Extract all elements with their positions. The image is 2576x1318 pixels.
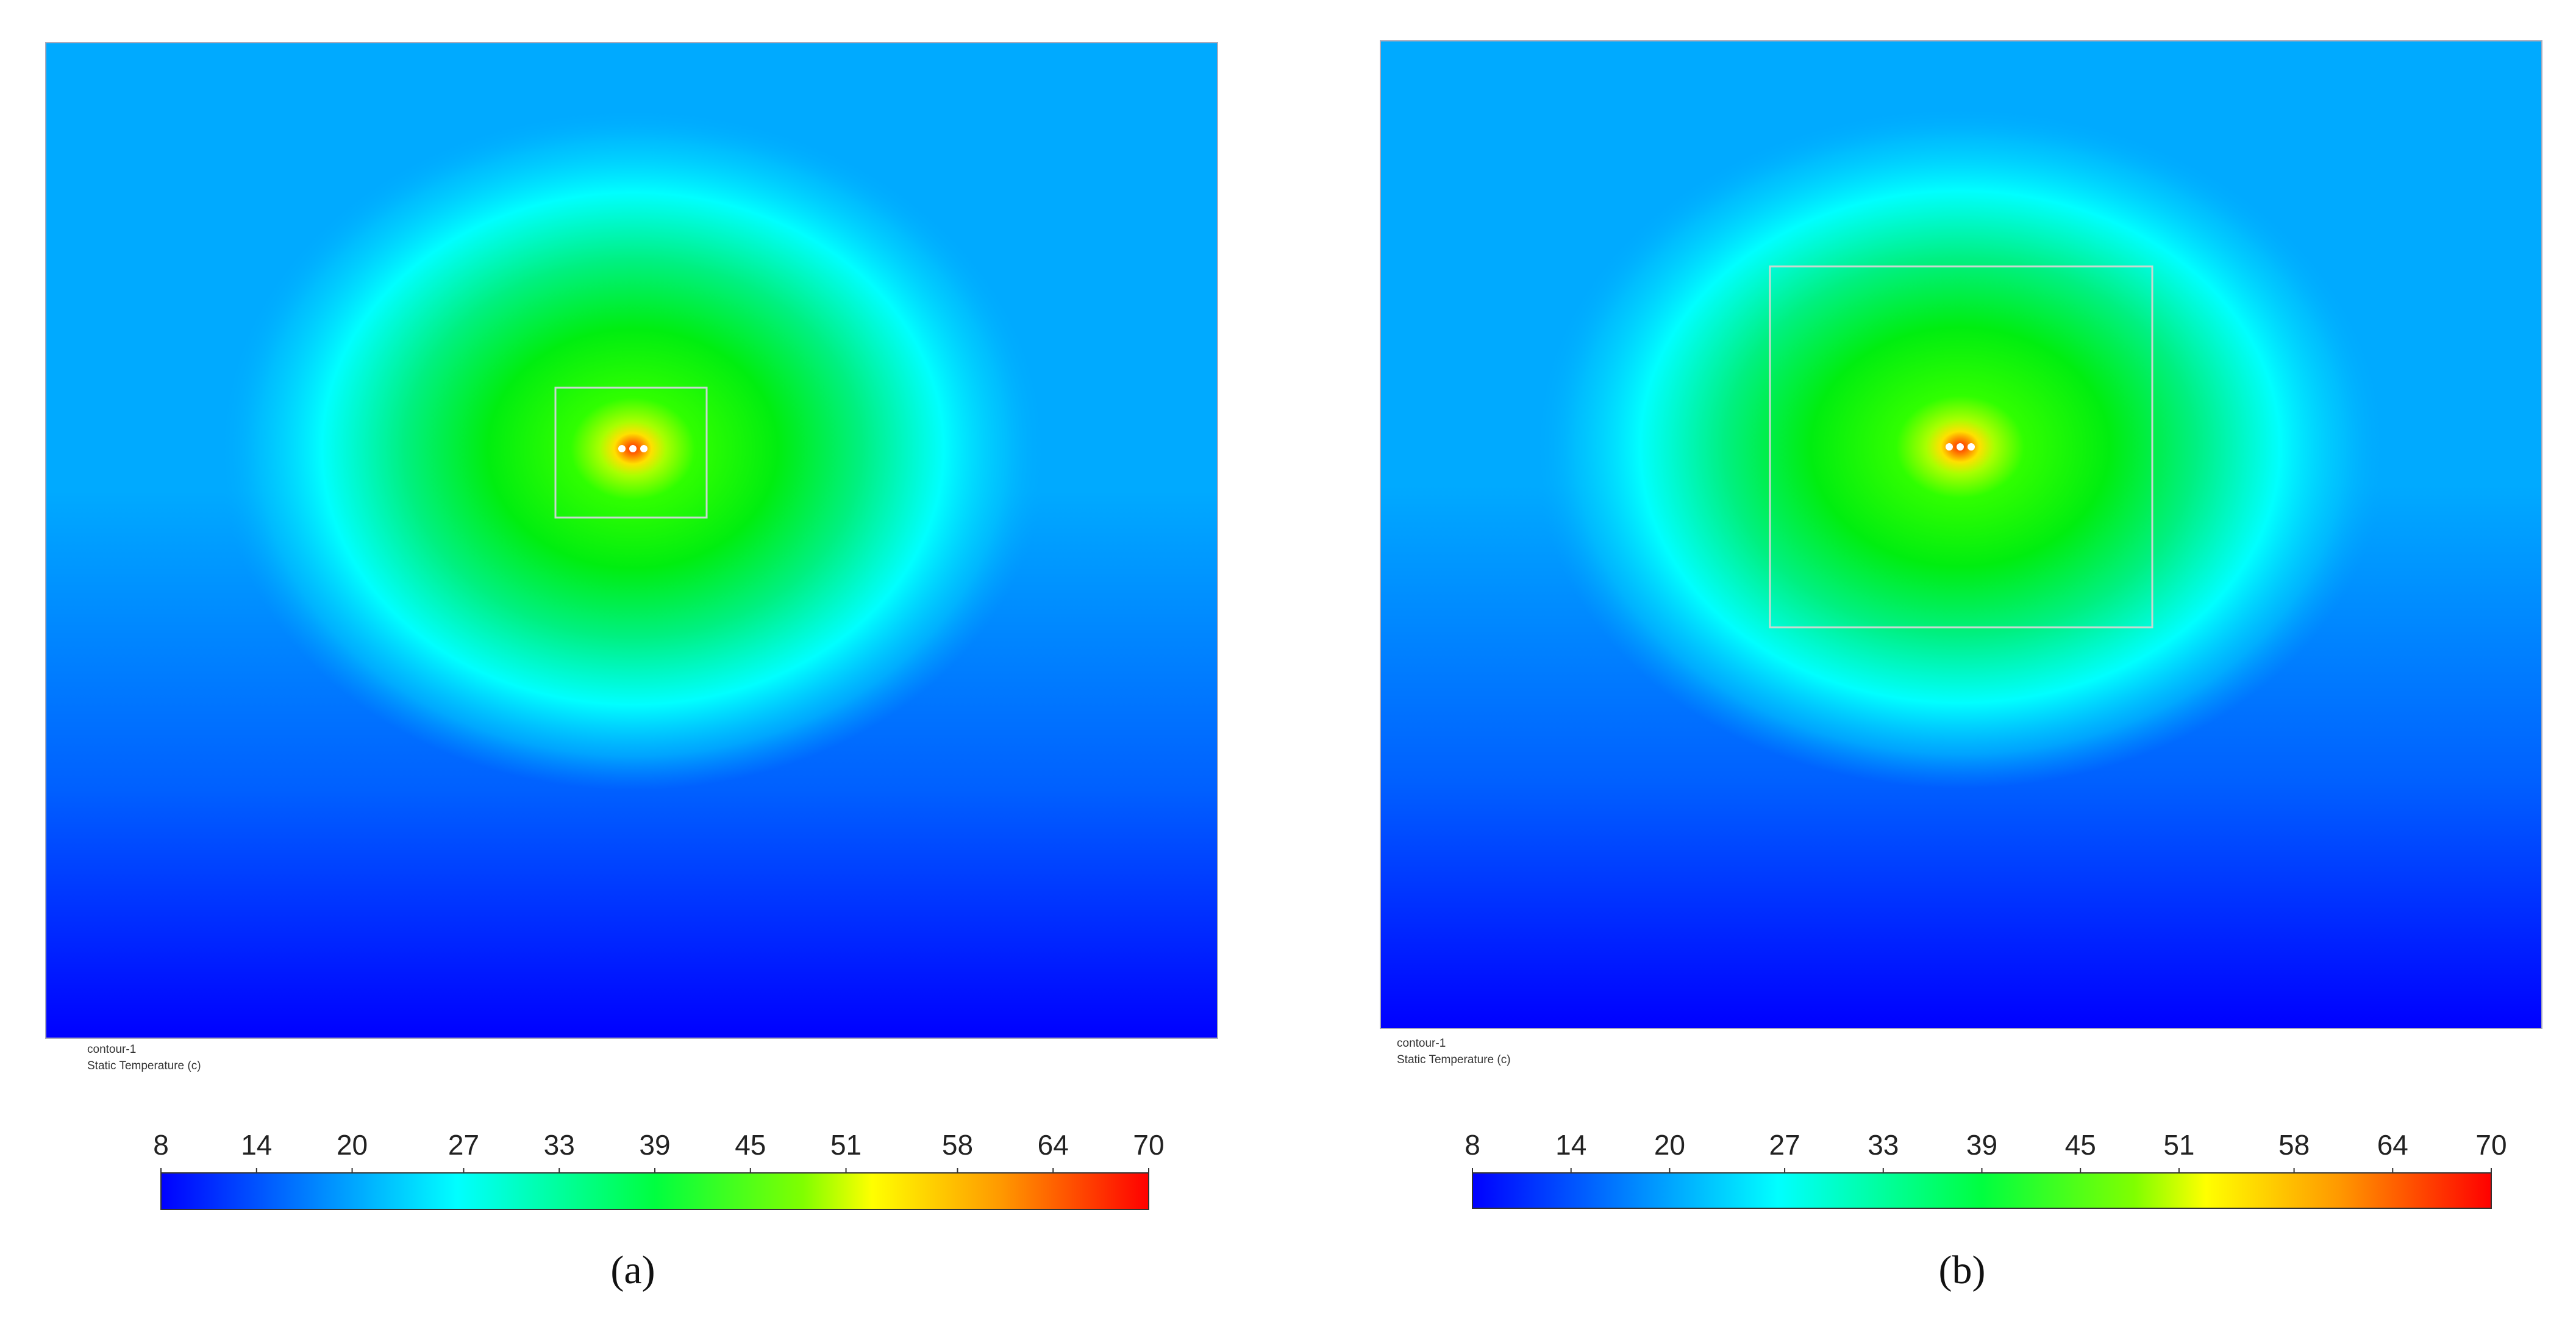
variable-name: Static Temperature (c) [87, 1060, 201, 1072]
colorbar-tick-label: 27 [1769, 1129, 1800, 1161]
colorbar-tick-label: 33 [544, 1129, 575, 1161]
domain-box [554, 386, 708, 519]
heat-source [1968, 443, 1975, 451]
colorbar [160, 1172, 1149, 1210]
colorbar-tick-label: 14 [1555, 1129, 1586, 1161]
heat-source [1946, 443, 1953, 451]
colorbar-tick-label: 45 [2065, 1129, 2096, 1161]
panel-label: (b) [1939, 1248, 1986, 1292]
colorbar-tick-label: 51 [830, 1129, 862, 1161]
colorbar-tick-label: 45 [735, 1129, 766, 1161]
heat-source [618, 445, 626, 452]
contour-name: contour-1 [1397, 1037, 1446, 1050]
colorbar-tick-label: 64 [1038, 1129, 1069, 1161]
colorbar-tick-label: 51 [2163, 1129, 2194, 1161]
heat-source [640, 445, 648, 452]
colorbar-tick-label: 20 [1654, 1129, 1685, 1161]
heat-source [629, 445, 637, 452]
panel-label: (a) [610, 1248, 655, 1292]
colorbar-tick-label: 64 [2377, 1129, 2408, 1161]
colorbar-tick-label: 70 [2475, 1129, 2506, 1161]
colorbar [1472, 1172, 2492, 1209]
variable-name: Static Temperature (c) [1397, 1053, 1511, 1066]
colorbar-tick-label: 33 [1868, 1129, 1899, 1161]
colorbar-tick-label: 8 [1465, 1129, 1480, 1161]
colorbar-tick-label: 20 [337, 1129, 368, 1161]
colorbar-tick-label: 39 [639, 1129, 670, 1161]
domain-box [1769, 265, 2153, 629]
colorbar-tick-label: 8 [153, 1129, 169, 1161]
colorbar-tick-label: 58 [2278, 1129, 2310, 1161]
colorbar-tick-label: 14 [241, 1129, 272, 1161]
colorbar-tick-label: 58 [942, 1129, 973, 1161]
heat-source [1957, 443, 1964, 451]
colorbar-tick-label: 70 [1133, 1129, 1164, 1161]
colorbar-tick-label: 27 [448, 1129, 479, 1161]
colorbar-tick-label: 39 [1966, 1129, 1997, 1161]
contour-name: contour-1 [87, 1043, 136, 1056]
